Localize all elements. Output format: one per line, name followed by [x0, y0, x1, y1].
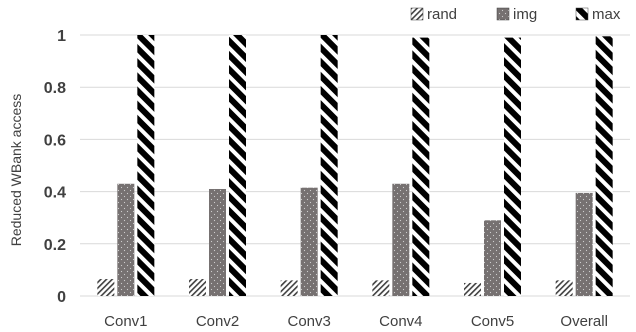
y-tick-labels: 0 0.2 0.4 0.6 0.8 1	[44, 28, 66, 306]
legend-label-rand: rand	[427, 6, 457, 23]
category-labels: Conv1 Conv2 Conv3 Conv4 Conv5 Overall	[104, 313, 608, 330]
y-tick-label: 0.8	[44, 80, 66, 97]
gridlines	[80, 35, 630, 296]
bar-max-conv1	[137, 35, 154, 296]
bar-max-conv5	[504, 38, 521, 296]
bar-rand-conv3	[281, 280, 298, 296]
category-label: Conv5	[471, 313, 514, 330]
category-label: Conv2	[196, 313, 239, 330]
category-label: Conv3	[287, 313, 330, 330]
bar-rand-overall	[556, 280, 573, 296]
category-label: Conv1	[104, 313, 147, 330]
bar-max-conv3	[321, 35, 338, 296]
legend-swatch-rand	[411, 8, 423, 20]
legend: rand img max	[411, 6, 621, 23]
y-axis-title: Reduced WBank access	[8, 94, 24, 247]
bar-img-overall	[576, 193, 593, 296]
y-tick-label: 0.6	[44, 132, 66, 149]
legend-label-img: img	[513, 6, 537, 23]
y-tick-label: 0.4	[44, 185, 66, 202]
legend-label-max: max	[592, 6, 621, 23]
category-label: Conv4	[379, 313, 422, 330]
bar-max-overall	[596, 36, 613, 296]
bar-img-conv5	[484, 220, 501, 296]
y-tick-label: 0.2	[44, 237, 66, 254]
bar-rand-conv5	[464, 283, 481, 296]
bar-img-conv3	[301, 188, 318, 296]
bar-img-conv2	[209, 189, 226, 296]
y-tick-label: 1	[57, 28, 66, 45]
bar-rand-conv4	[372, 280, 389, 296]
bar-max-conv2	[229, 35, 246, 296]
legend-swatch-img	[497, 8, 509, 20]
legend-swatch-max	[576, 8, 588, 20]
y-tick-label: 0	[57, 289, 66, 306]
bar-img-conv4	[392, 184, 409, 296]
bar-rand-conv2	[189, 279, 206, 296]
bars	[97, 35, 612, 296]
category-label: Overall	[560, 313, 608, 330]
bar-rand-conv1	[97, 279, 114, 296]
bar-max-conv4	[412, 38, 429, 296]
bar-img-conv1	[117, 184, 134, 296]
